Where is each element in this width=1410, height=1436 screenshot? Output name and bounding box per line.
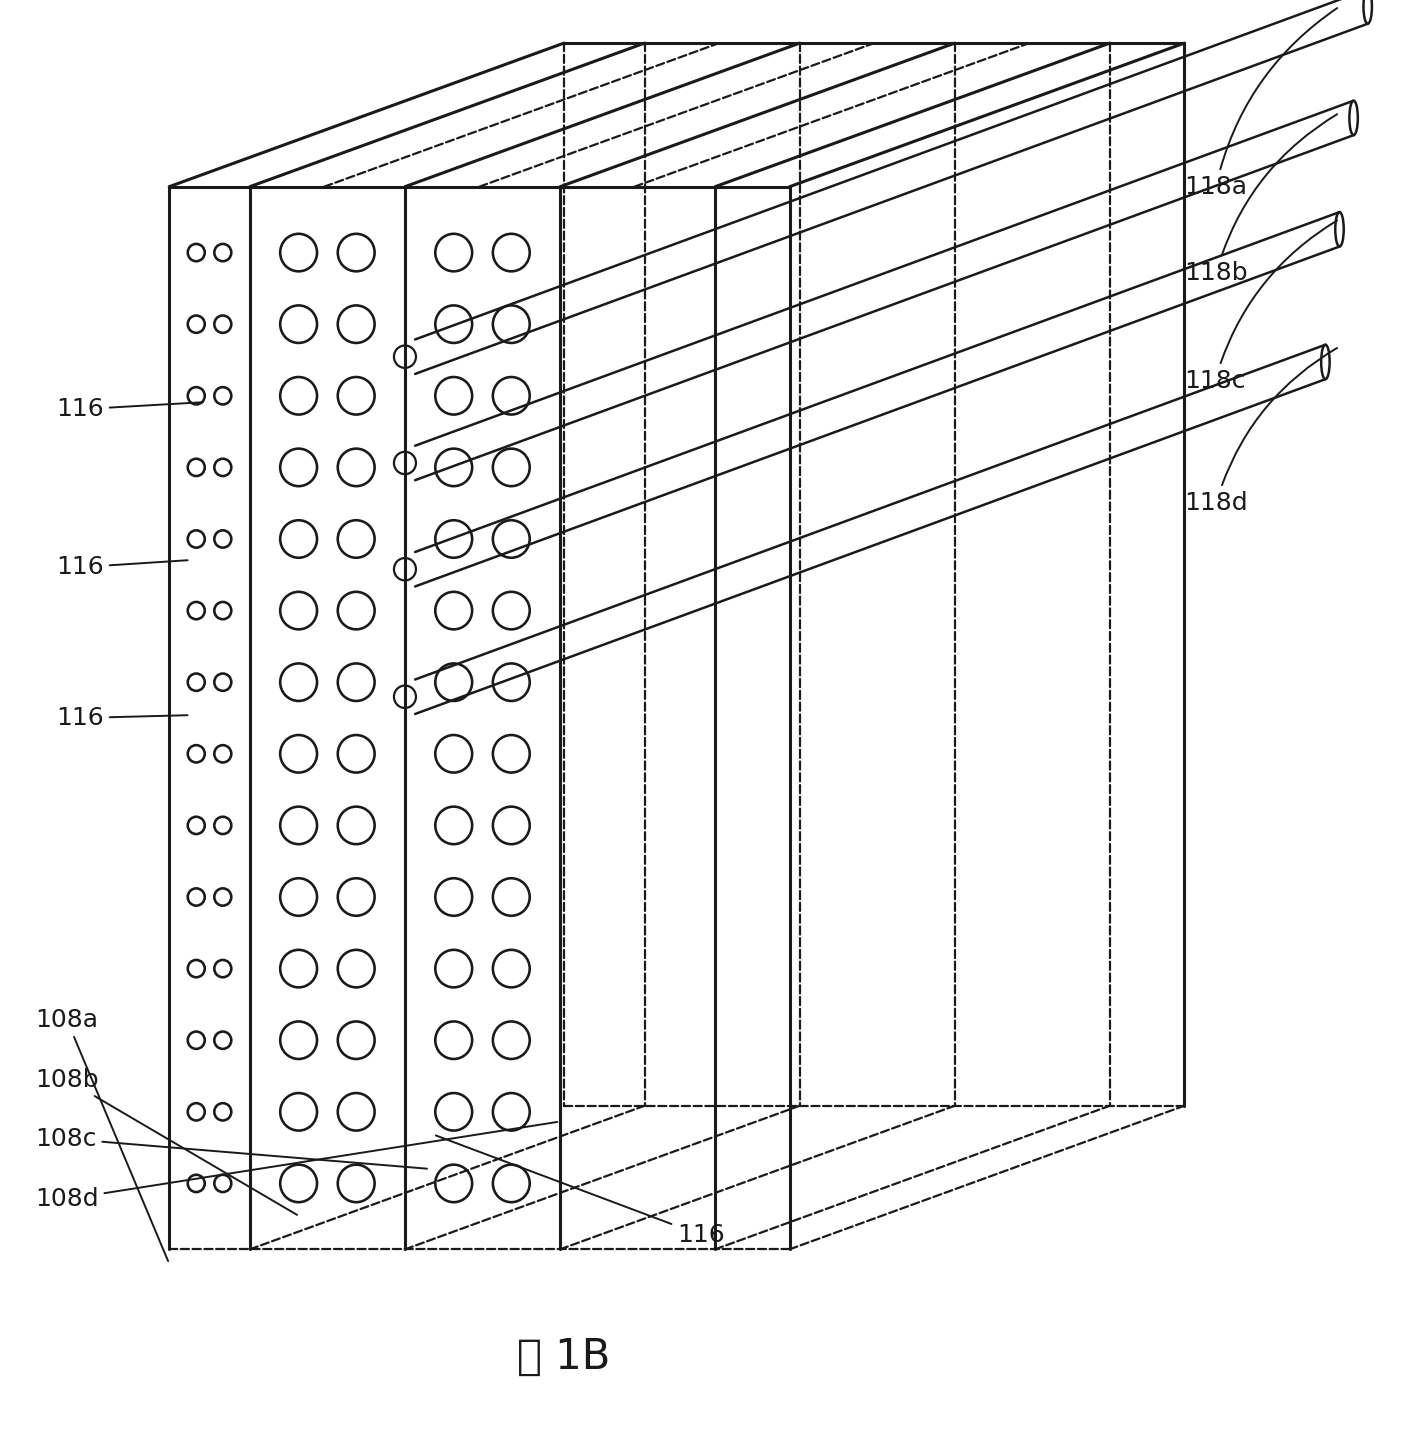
Text: 118b: 118b <box>1184 115 1337 284</box>
Text: 118a: 118a <box>1184 9 1337 198</box>
Text: 118d: 118d <box>1184 348 1337 514</box>
Text: 116: 116 <box>56 707 188 729</box>
Text: 图 1B: 图 1B <box>517 1335 611 1379</box>
Text: 108b: 108b <box>35 1068 298 1215</box>
Text: 116: 116 <box>436 1136 725 1246</box>
Text: 116: 116 <box>56 398 203 421</box>
Text: 108c: 108c <box>35 1127 427 1169</box>
Text: 118c: 118c <box>1184 221 1337 392</box>
Text: 108d: 108d <box>35 1122 557 1211</box>
Text: 108a: 108a <box>35 1008 168 1261</box>
Text: 116: 116 <box>56 556 188 579</box>
